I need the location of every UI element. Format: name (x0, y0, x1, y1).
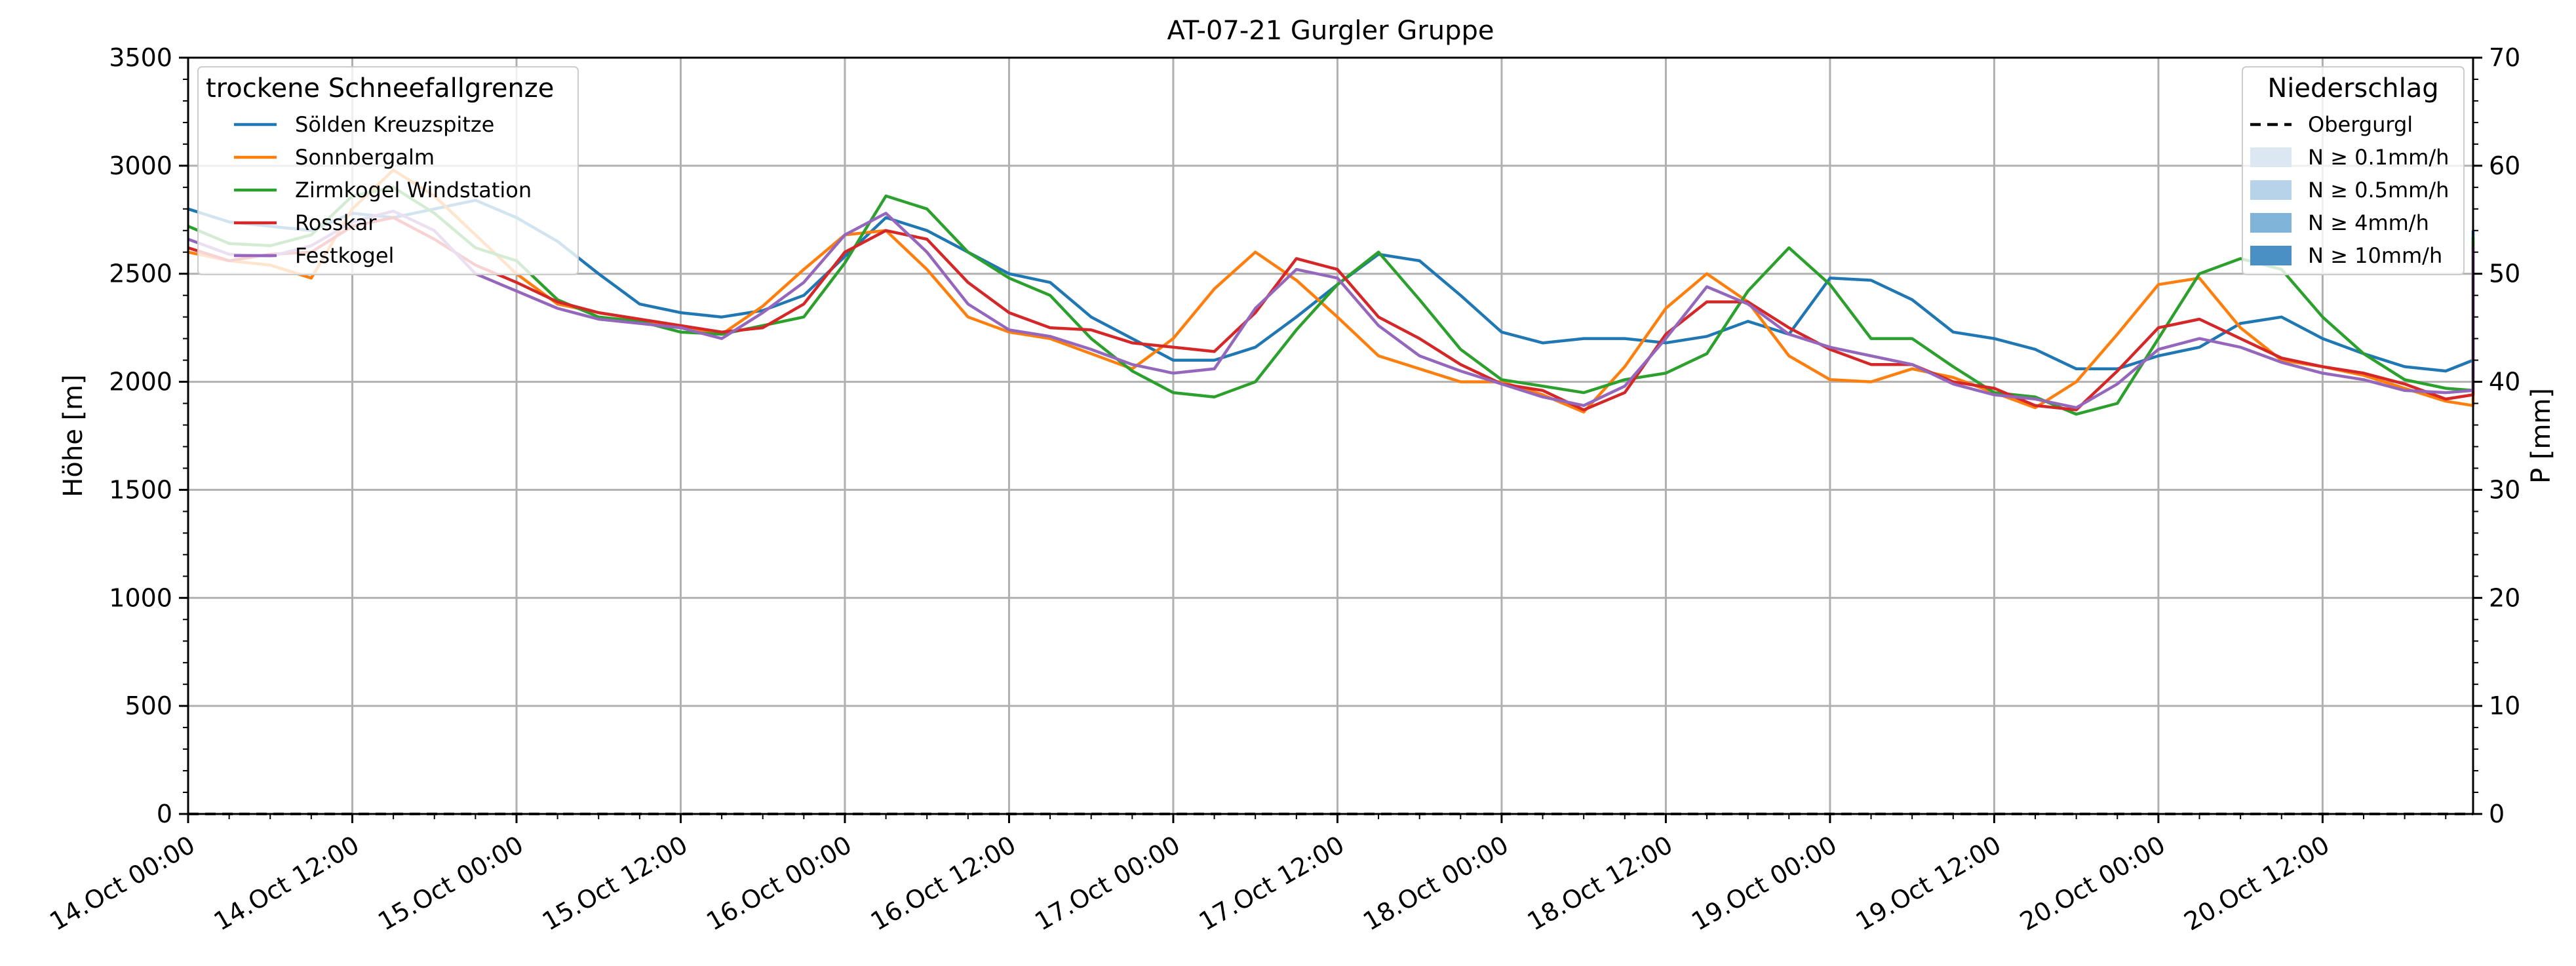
y2-axis-title: P [mm] (2526, 388, 2556, 484)
y-tick-label: 0 (157, 800, 172, 828)
y2-tick-label: 70 (2489, 43, 2520, 72)
legend-label-rosskar: Rosskar (295, 210, 377, 235)
legend-snowline-title: trockene Schneefallgrenze (206, 73, 554, 104)
legend-label-precip: N ≥ 4mm/h (2308, 210, 2429, 235)
y2-tick-label: 30 (2489, 475, 2520, 504)
chart-title: AT-07-21 Gurgler Gruppe (1167, 16, 1494, 46)
legend-label-zirmkogel-windstation: Zirmkogel Windstation (295, 178, 532, 203)
legend-snowline-entries: Sölden Kreuzspitze Sonnbergalm Zirmkogel W… (234, 112, 532, 268)
legend-precipitation: Niederschlag Obergurgl N ≥ 0.1mm/h N ≥ 0.5… (2242, 66, 2465, 275)
y2-tick-label: 40 (2489, 368, 2520, 396)
y2-tick-label: 0 (2489, 800, 2505, 828)
legend-snowline-box (197, 66, 579, 275)
legend-label-precip: N ≥ 0.5mm/h (2308, 178, 2449, 203)
legend-precipitation-title: Niederschlag (2267, 73, 2438, 104)
legend-label-festkogel: Festkogel (295, 243, 394, 268)
y-tick-label: 3500 (109, 43, 172, 72)
y-tick-label: 1000 (109, 583, 172, 612)
y-tick-label: 1500 (109, 475, 172, 504)
y-axis-title: Höhe [m] (58, 374, 88, 497)
y2-tick-label: 10 (2489, 691, 2520, 720)
legend-swatch-precip-class (2250, 147, 2292, 167)
legend-label-sonnbergalm: Sonnbergalm (295, 145, 435, 170)
legend-swatch-precip-class (2250, 180, 2292, 200)
y2-tick-label: 60 (2489, 151, 2520, 180)
legend-swatch-precip-class (2250, 246, 2292, 265)
legend-precipitation-box (2242, 66, 2465, 275)
y2-tick-label: 50 (2489, 260, 2520, 288)
legend-label-precip: N ≥ 0.1mm/h (2308, 145, 2449, 170)
legend-snowline: trockene Schneefallgrenze Sölden Kreuzsp… (197, 66, 579, 275)
legend-swatch-precip-class (2250, 213, 2292, 233)
plot-frame (187, 56, 2474, 815)
y2-tick-label: 20 (2489, 583, 2520, 612)
legend-label-precip: Obergurgl (2308, 112, 2413, 137)
y-tick-label: 2000 (109, 368, 172, 396)
y2-axis-ticks: 0 10 20 30 40 50 60 70 (2473, 43, 2520, 828)
y-axis-ticks: 0 500 1000 1500 2000 2500 3000 3500 (109, 43, 188, 828)
grid-layer (188, 58, 2473, 814)
legend-label-s-lden-kreuzspitze: Sölden Kreuzspitze (295, 112, 494, 137)
legend-precipitation-entries: Obergurgl N ≥ 0.1mm/h N ≥ 0.5mm/h N ≥ 4mm/h… (2250, 112, 2449, 268)
y-tick-label: 2500 (109, 260, 172, 288)
y-tick-label: 500 (125, 691, 172, 720)
y-tick-label: 3000 (109, 151, 172, 180)
legend-label-precip: N ≥ 10mm/h (2308, 243, 2442, 268)
